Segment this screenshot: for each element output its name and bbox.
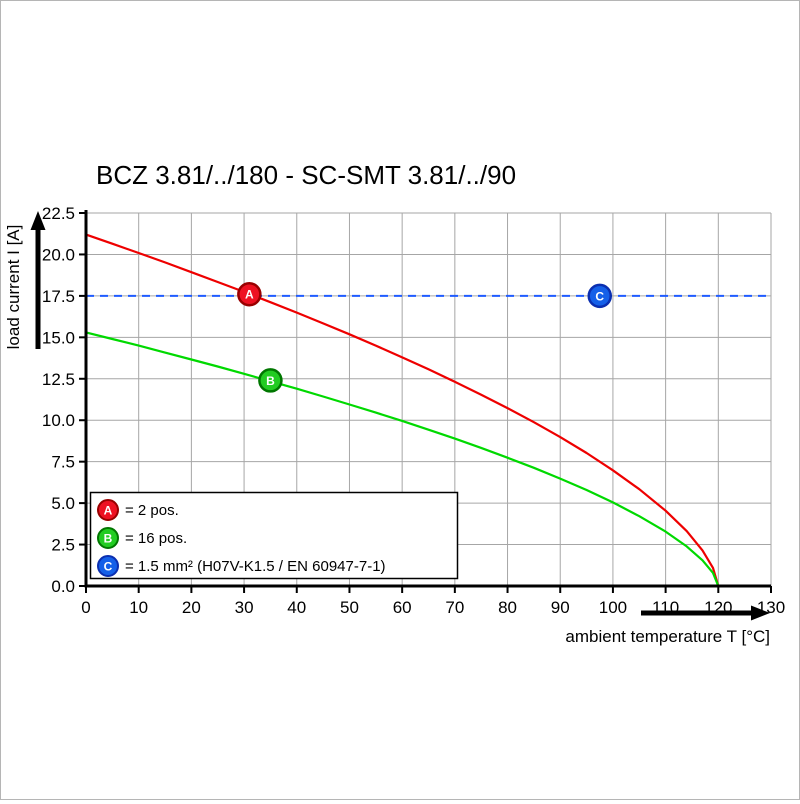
legend-label-c: = 1.5 mm² (H07V-K1.5 / EN 60947-7-1) bbox=[125, 558, 386, 575]
y-tick-label: 15.0 bbox=[42, 328, 75, 347]
chart-title: BCZ 3.81/../180 - SC-SMT 3.81/../90 bbox=[96, 160, 516, 190]
axes bbox=[84, 210, 771, 588]
x-tick-label: 30 bbox=[235, 598, 254, 617]
y-axis-arrow bbox=[30, 211, 46, 349]
y-tick-label: 5.0 bbox=[51, 494, 75, 513]
x-tick-label: 20 bbox=[182, 598, 201, 617]
legend-swatch-a bbox=[97, 499, 119, 521]
y-tick-label: 0.0 bbox=[51, 577, 75, 596]
legend-swatch-letter-a: A bbox=[104, 504, 113, 518]
legend-box bbox=[89, 491, 459, 580]
x-tick-label: 60 bbox=[393, 598, 412, 617]
legend-swatch-b bbox=[97, 527, 119, 549]
x-tick-label: 80 bbox=[498, 598, 517, 617]
legend-label-b: = 16 pos. bbox=[125, 530, 187, 547]
y-tick-label: 10.0 bbox=[42, 411, 75, 430]
curve-b bbox=[85, 331, 720, 587]
y-tick-label: 12.5 bbox=[42, 370, 75, 389]
marker-letter-c: C bbox=[595, 289, 604, 303]
x-tick-label: 90 bbox=[551, 598, 570, 617]
grid-lines bbox=[85, 212, 772, 587]
legend-swatch-c bbox=[97, 555, 119, 577]
legend-label-a: = 2 pos. bbox=[125, 502, 179, 519]
x-axis-label: ambient temperature T [°C] bbox=[565, 627, 770, 646]
y-tick-label: 7.5 bbox=[51, 453, 75, 472]
y-axis-label: load current I [A] bbox=[4, 225, 23, 350]
marker-letter-a: A bbox=[245, 288, 254, 302]
x-axis-arrow bbox=[641, 605, 770, 621]
marker-b bbox=[258, 368, 283, 393]
curve-markers: A B C bbox=[237, 281, 612, 393]
x-tick-label: 70 bbox=[445, 598, 464, 617]
x-tick-label: 50 bbox=[340, 598, 359, 617]
curves bbox=[85, 233, 720, 587]
y-tick-label: 2.5 bbox=[51, 536, 75, 555]
x-tick-label: 100 bbox=[599, 598, 627, 617]
marker-letter-b: B bbox=[266, 374, 275, 388]
curve-a bbox=[85, 233, 720, 587]
x-tick-label: 0 bbox=[81, 598, 90, 617]
marker-c bbox=[587, 283, 612, 309]
legend: A = 2 pos. B = 16 pos. C = 1.5 mm² (H07V-K1.5… bbox=[89, 491, 459, 580]
marker-a bbox=[237, 281, 262, 307]
y-tick-label: 20.0 bbox=[42, 245, 75, 264]
x-tick-label: 40 bbox=[287, 598, 306, 617]
y-tick-label: 17.5 bbox=[42, 287, 75, 306]
x-tick-label: 10 bbox=[129, 598, 148, 617]
y-tick-label: 22.5 bbox=[42, 204, 75, 223]
legend-swatch-letter-b: B bbox=[104, 532, 113, 546]
tick-labels: 0 10 20 30 40 50 60 70 80 90 100 110 120 1300.02.55.0… bbox=[42, 204, 785, 617]
legend-swatch-letter-c: C bbox=[104, 560, 113, 574]
